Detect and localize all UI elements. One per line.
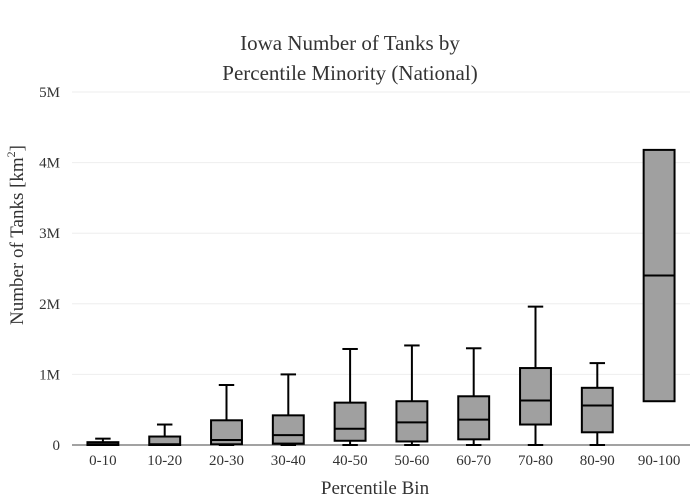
chart-title: Iowa Number of Tanks by Percentile Minor… — [222, 31, 477, 85]
interquartile-box — [271, 414, 305, 445]
y-axis-title-main: Number of Tanks [km — [7, 157, 28, 325]
y-tick-label: 4M — [39, 156, 60, 172]
x-tick-label: 80-90 — [580, 453, 615, 469]
interquartile-box — [395, 400, 429, 443]
box-40-50 — [333, 347, 367, 446]
box-70-80 — [519, 305, 552, 446]
interquartile-box — [519, 367, 552, 426]
x-axis-tick-labels: 0-10 10-20 20-30 30-40 40-50 50-60 60-70 70-80 8… — [89, 453, 680, 469]
box-10-20 — [148, 423, 182, 447]
x-tick-label: 90-100 — [638, 453, 681, 469]
chart-title-line-1: Iowa Number of Tanks by — [240, 31, 460, 55]
x-tick-label: 40-50 — [333, 453, 368, 469]
y-axis-tick-labels: 0 1M 2M 3M 4M 5M — [39, 85, 60, 454]
x-tick-label: 50-60 — [394, 453, 429, 469]
box-series — [86, 148, 676, 447]
chart-title-line-2: Percentile Minority (National) — [222, 61, 477, 85]
box-20-30 — [210, 383, 243, 446]
interquartile-box — [580, 386, 614, 434]
y-tick-label: 3M — [39, 226, 60, 242]
x-tick-label: 60-70 — [456, 453, 491, 469]
box-50-60 — [395, 344, 429, 446]
box-90-100 — [642, 148, 676, 403]
y-tick-label: 2M — [39, 297, 60, 313]
y-gridlines — [72, 91, 690, 375]
y-axis-title-end: ] — [7, 145, 28, 151]
y-axis-title-superscript: 2 — [4, 151, 18, 157]
x-tick-label: 30-40 — [271, 453, 306, 469]
x-tick-label: 70-80 — [518, 453, 553, 469]
box-80-90 — [580, 362, 614, 446]
y-axis-title: Number of Tanks [km2] — [4, 145, 28, 325]
interquartile-box — [333, 401, 367, 442]
y-tick-label: 1M — [39, 367, 60, 383]
x-tick-label: 20-30 — [209, 453, 244, 469]
interquartile-box — [457, 395, 491, 441]
y-tick-label: 5M — [39, 85, 60, 101]
box-60-70 — [457, 347, 491, 446]
x-axis-title: Percentile Bin — [321, 478, 430, 499]
y-tick-label: 0 — [53, 438, 61, 454]
x-tick-label: 0-10 — [89, 453, 117, 469]
box-30-40 — [271, 373, 305, 446]
x-tick-label: 10-20 — [147, 453, 182, 469]
box-0-10 — [86, 437, 120, 446]
